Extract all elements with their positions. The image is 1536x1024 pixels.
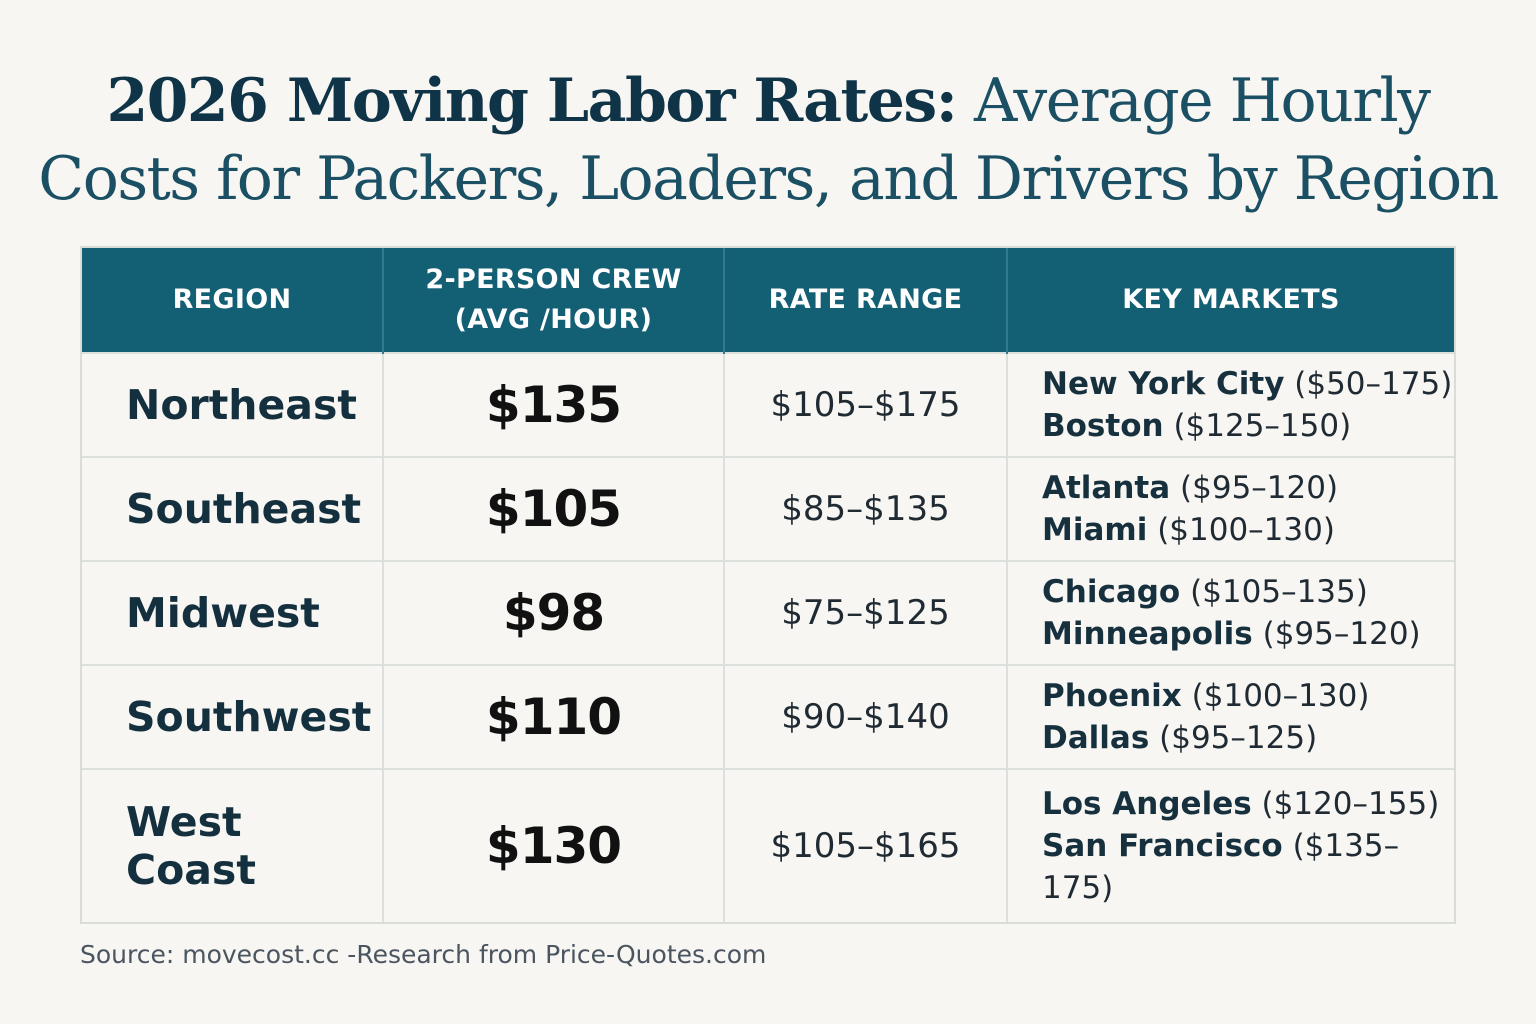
market-range: ($95–125) — [1159, 720, 1318, 757]
title-bold-part: 2026 Moving Labor Rates: — [106, 66, 957, 136]
header-crew-sublabel: (AVG /HOUR) — [454, 304, 653, 335]
table-row: Southeast $105 $85–$135 Atlanta ($95–120) Mi… — [82, 456, 1454, 562]
market-range: ($105–135) — [1190, 574, 1368, 611]
table-row: West Coast $130 $105–$165 Los Angeles ($120… — [82, 768, 1454, 922]
header-key-markets: KEY MARKETS — [1007, 248, 1454, 353]
key-markets-cell: Phoenix ($100–130) Dallas ($95–125) — [1007, 664, 1454, 770]
header-region-label: REGION — [172, 284, 292, 315]
table-row: Southwest $110 $90–$140 Phoenix ($100–130) D… — [82, 664, 1454, 770]
market-line: Atlanta ($95–120) — [1042, 467, 1453, 509]
key-markets-cell: Atlanta ($95–120) Miami ($100–130) — [1007, 456, 1454, 562]
table-header-row: REGION 2-PERSON CREW (AVG /HOUR) RATE RA… — [82, 248, 1454, 353]
table-row: Northeast $135 $105–$175 New York City ($50… — [82, 351, 1454, 458]
title-light-part-1: Average Hourly — [973, 66, 1431, 136]
rate-range-cell: $105–$175 — [724, 351, 1008, 458]
key-markets-cell: Los Angeles ($120–155) San Francisco ($13… — [1007, 768, 1454, 922]
market-name: Atlanta — [1042, 470, 1171, 507]
title-line-2: Costs for Packers, Loaders, and Drivers … — [38, 144, 1499, 214]
avg-rate-cell: $105 — [383, 456, 725, 562]
avg-rate-cell: $110 — [383, 664, 725, 770]
header-rate-range-label: RATE RANGE — [768, 284, 963, 315]
market-range: ($95–120) — [1180, 470, 1339, 507]
header-region: REGION — [82, 248, 384, 353]
header-key-markets-label: KEY MARKETS — [1122, 284, 1340, 315]
region-cell: Southeast — [82, 456, 384, 562]
market-line: Phoenix ($100–130) — [1042, 675, 1453, 717]
market-line: Dallas ($95–125) — [1042, 717, 1453, 759]
rates-table: REGION 2-PERSON CREW (AVG /HOUR) RATE RA… — [82, 248, 1454, 922]
market-range: ($120–155) — [1261, 786, 1440, 823]
market-name: Minneapolis — [1042, 616, 1253, 653]
key-markets-cell: Chicago ($105–135) Minneapolis ($95–120) — [1007, 560, 1454, 666]
key-markets-cell: New York City ($50–175) Boston ($125–150) — [1007, 351, 1454, 458]
header-crew: 2-PERSON CREW (AVG /HOUR) — [383, 248, 725, 353]
rate-range-cell: $105–$165 — [724, 768, 1008, 922]
title-line-1: 2026 Moving Labor Rates: Average Hourly — [0, 62, 1536, 140]
market-range: ($100–130) — [1157, 512, 1335, 549]
page-title: 2026 Moving Labor Rates: Average Hourly … — [0, 62, 1536, 218]
region-cell: Northeast — [82, 351, 384, 458]
market-line: San Francisco ($135–175) — [1042, 825, 1453, 909]
market-range: ($100–130) — [1191, 678, 1370, 715]
market-name: San Francisco — [1042, 828, 1283, 865]
rate-range-cell: $90–$140 — [724, 664, 1008, 770]
market-range: ($50–175) — [1294, 366, 1453, 403]
market-range: ($135–175) — [1042, 828, 1400, 907]
avg-rate-cell: $130 — [383, 768, 725, 922]
market-line: Los Angeles ($120–155) — [1042, 783, 1453, 825]
market-name: Phoenix — [1042, 678, 1182, 715]
market-name: Miami — [1042, 512, 1148, 549]
market-range: ($125–150) — [1173, 408, 1352, 445]
market-name: Dallas — [1042, 720, 1150, 757]
avg-rate-cell: $135 — [383, 351, 725, 458]
market-name: Chicago — [1042, 574, 1181, 611]
avg-rate-cell: $98 — [383, 560, 725, 666]
market-line: Boston ($125–150) — [1042, 405, 1453, 447]
header-rate-range: RATE RANGE — [724, 248, 1008, 353]
region-cell: Midwest — [82, 560, 384, 666]
rate-range-cell: $75–$125 — [724, 560, 1008, 666]
header-crew-label: 2-PERSON CREW — [425, 264, 682, 295]
market-line: New York City ($50–175) — [1042, 363, 1453, 405]
market-range: ($95–120) — [1262, 616, 1421, 653]
table-row: Midwest $98 $75–$125 Chicago ($105–135) Minn… — [82, 560, 1454, 666]
market-line: Chicago ($105–135) — [1042, 571, 1453, 613]
market-name: New York City — [1042, 366, 1285, 403]
rate-range-cell: $85–$135 — [724, 456, 1008, 562]
source-note: Source: movecost.cc -Research from Price… — [80, 940, 767, 969]
region-cell: West Coast — [82, 768, 384, 922]
market-line: Miami ($100–130) — [1042, 509, 1453, 551]
market-name: Boston — [1042, 408, 1164, 445]
rates-table-container: REGION 2-PERSON CREW (AVG /HOUR) RATE RA… — [80, 246, 1456, 924]
market-name: Los Angeles — [1042, 786, 1252, 823]
market-line: Minneapolis ($95–120) — [1042, 613, 1453, 655]
region-cell: Southwest — [82, 664, 384, 770]
